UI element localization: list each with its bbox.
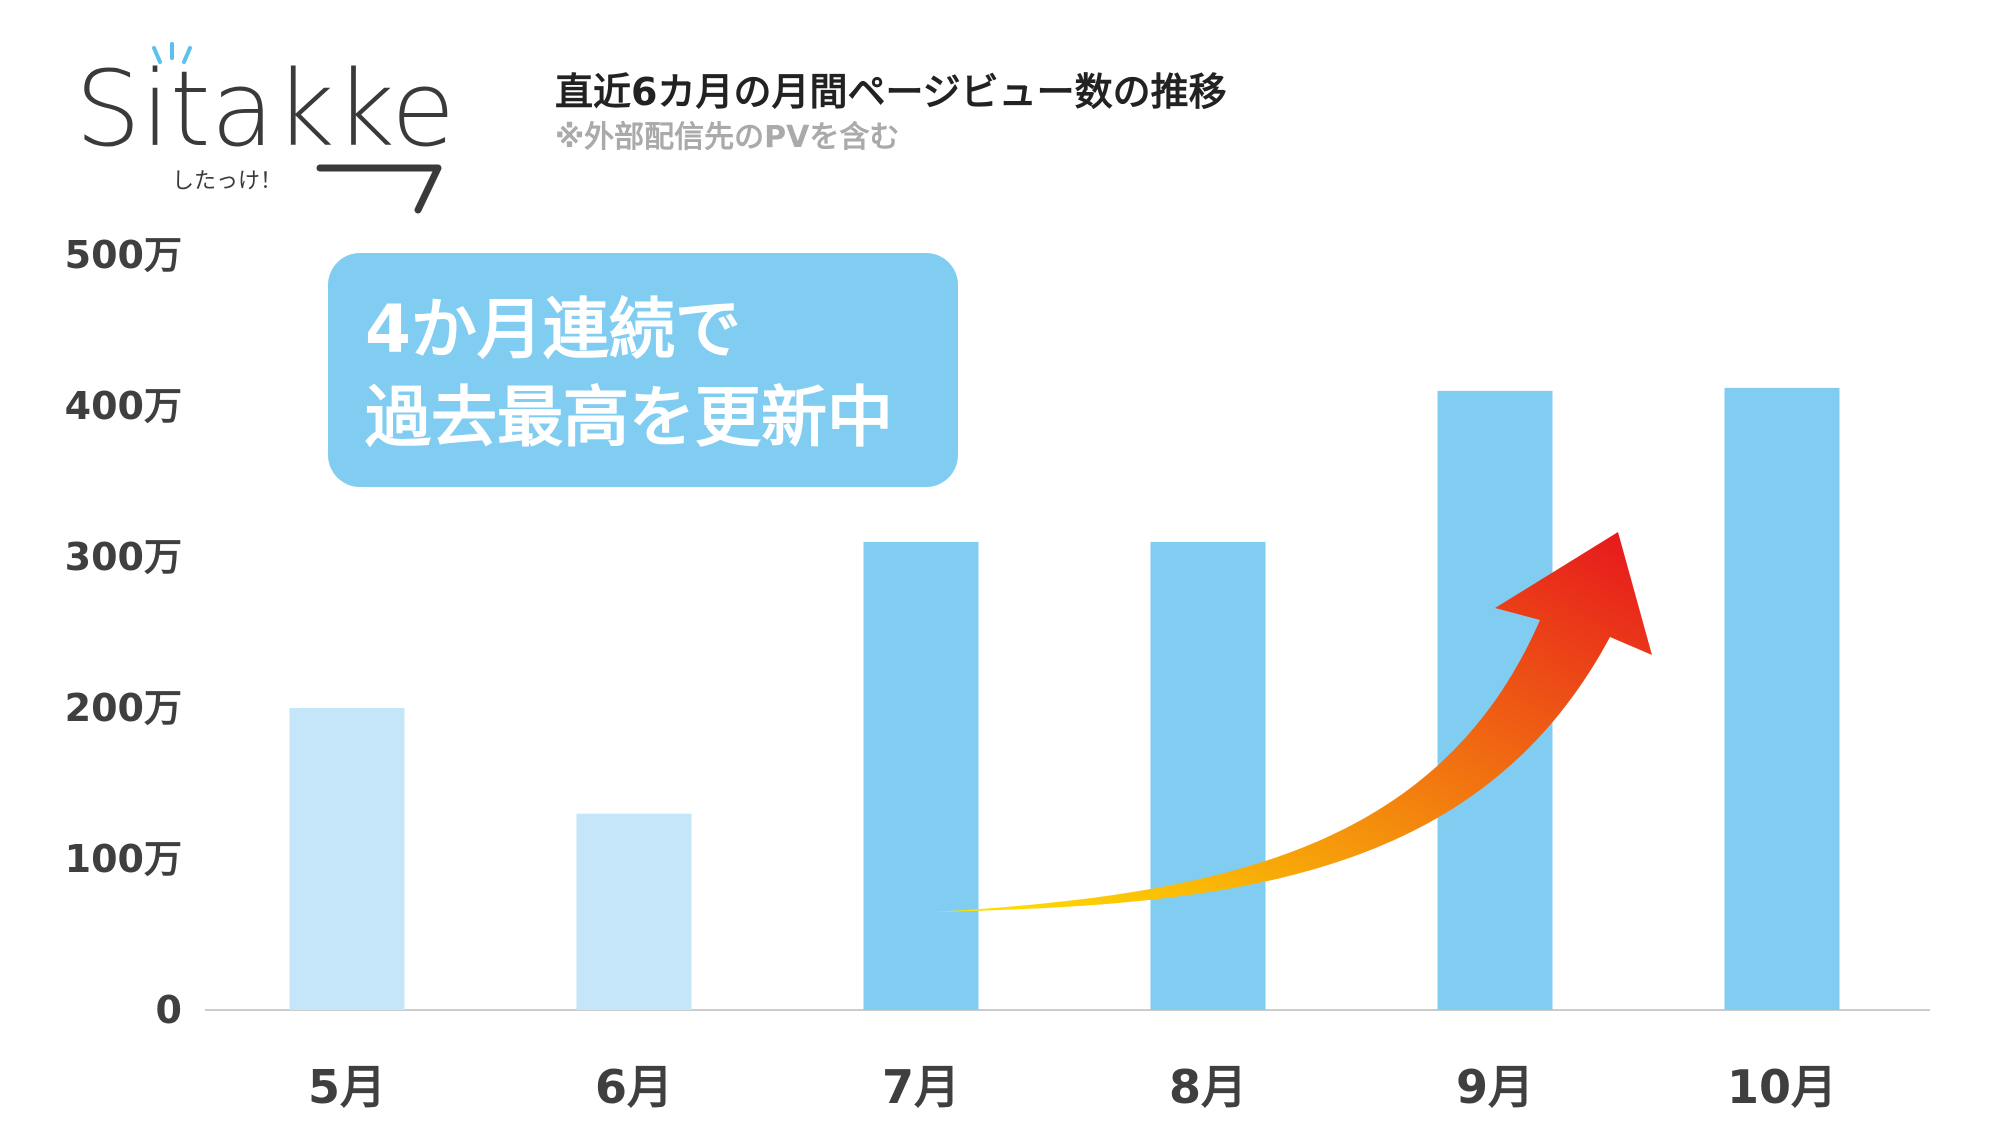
logo-sparkle-icon xyxy=(152,42,192,64)
x-tick-label: 9月 xyxy=(1456,1060,1534,1114)
y-tick-label: 100万 xyxy=(65,837,182,881)
sitakke-logo: Sitakke したっけ！ xyxy=(75,42,455,214)
logo-underline-arrow-icon xyxy=(316,164,442,214)
x-axis-ticks: 5月 6月 7月 8月 9月 10月 xyxy=(308,1060,1837,1114)
logo-tagline: したっけ！ xyxy=(172,169,282,194)
callout-box: 4か月連続で 過去最高を更新中 xyxy=(328,253,958,487)
callout-line-1: 4か月連続で xyxy=(365,291,741,368)
callout-background xyxy=(328,253,958,487)
bar-6 xyxy=(1724,387,1840,1010)
chart-title: 直近6カ月の月間ページビュー数の推移 xyxy=(555,70,1227,114)
y-axis-ticks: 0 100万 200万 300万 400万 500万 xyxy=(65,233,182,1032)
bars-group xyxy=(289,387,1840,1010)
x-tick-label: 6月 xyxy=(595,1060,673,1114)
bar-2 xyxy=(576,813,692,1010)
trend-arrow xyxy=(935,532,1652,912)
bar-1 xyxy=(289,708,405,1010)
callout-line-2: 過去最高を更新中 xyxy=(365,379,893,456)
y-tick-label: 0 xyxy=(156,988,182,1032)
y-tick-label: 500万 xyxy=(65,233,182,277)
y-tick-label: 400万 xyxy=(65,384,182,428)
chart-note: ※外部配信先のPVを含む xyxy=(555,120,899,155)
bar-3 xyxy=(863,541,979,1010)
x-tick-label: 7月 xyxy=(882,1060,960,1114)
y-tick-label: 300万 xyxy=(65,535,182,579)
bar-4 xyxy=(1150,541,1266,1010)
x-tick-label: 10月 xyxy=(1727,1060,1837,1114)
y-tick-label: 200万 xyxy=(65,686,182,730)
logo-wordmark: Sitakke xyxy=(75,48,455,170)
x-tick-label: 5月 xyxy=(308,1060,386,1114)
x-tick-label: 8月 xyxy=(1169,1060,1247,1114)
